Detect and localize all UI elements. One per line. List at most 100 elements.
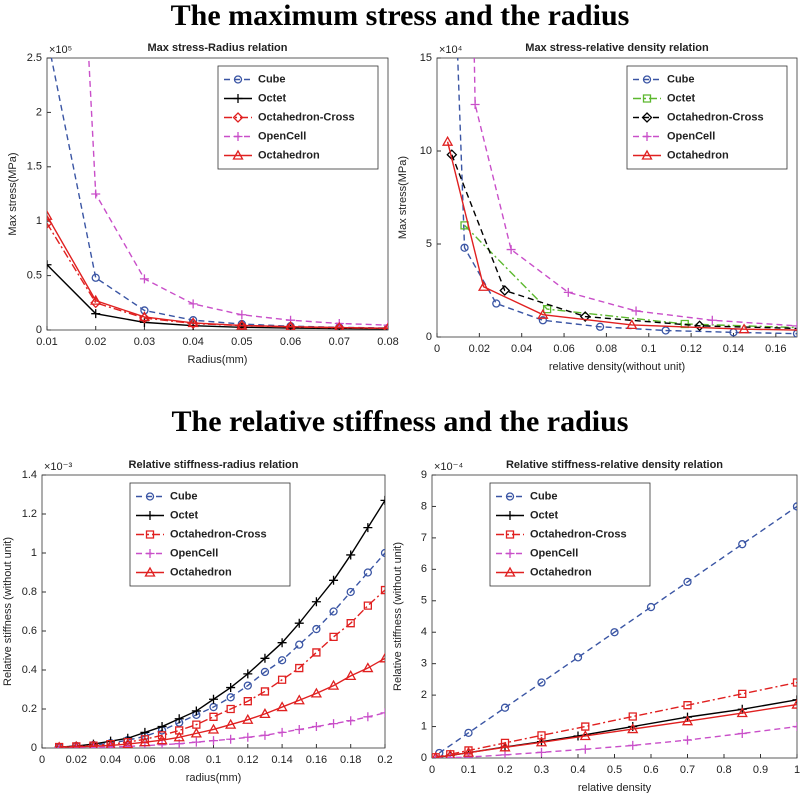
data-point xyxy=(791,698,797,709)
y-tick-label: 0.6 xyxy=(22,625,37,637)
series-layer xyxy=(47,58,388,330)
data-point xyxy=(462,746,475,757)
data-point xyxy=(500,703,510,712)
data-point xyxy=(792,695,797,705)
series-line xyxy=(457,58,797,335)
legend-marker xyxy=(233,94,243,103)
legend-marker xyxy=(505,492,515,501)
y-tick-label: 0 xyxy=(421,752,427,764)
legend-marker xyxy=(505,530,515,539)
legend-label: Octahedron-Cross xyxy=(667,111,764,123)
data-point xyxy=(277,675,287,684)
series-layer xyxy=(432,502,797,758)
data-point xyxy=(579,730,591,741)
y-tick-label: 15 xyxy=(420,52,432,64)
data-point xyxy=(226,734,236,744)
x-tick-label: 0 xyxy=(39,754,45,766)
x-axis-label: relative density(without unit) xyxy=(549,361,685,373)
data-point xyxy=(737,728,747,738)
data-point xyxy=(363,523,373,533)
data-point xyxy=(537,731,546,740)
y-tick-label: 2 xyxy=(421,689,427,701)
y-multiplier: ×10⁻⁴ xyxy=(434,461,463,473)
data-point xyxy=(311,597,321,607)
y-tick-label: 0.5 xyxy=(27,270,42,282)
data-point xyxy=(47,260,52,270)
x-tick-label: 0.2 xyxy=(497,764,512,776)
x-tick-label: 0.06 xyxy=(280,336,301,348)
y-axis-label: Max stress(MPa) xyxy=(7,152,19,235)
data-point xyxy=(595,322,605,331)
data-point xyxy=(225,718,237,729)
data-point xyxy=(792,502,797,511)
data-point xyxy=(464,728,473,737)
legend-label: Octet xyxy=(170,509,198,521)
data-point xyxy=(628,712,637,721)
legend-marker xyxy=(232,149,244,160)
data-point xyxy=(500,750,510,758)
legend-marker xyxy=(144,566,156,577)
legend-label: Octahedron xyxy=(667,149,729,161)
y-axis-label: Relative stiffness (without unit) xyxy=(2,537,14,686)
x-tick-label: 0.12 xyxy=(237,754,258,766)
legend-label: Octahedron xyxy=(258,149,320,161)
y-tick-label: 0 xyxy=(31,742,37,754)
x-tick-label: 0.1 xyxy=(641,343,656,355)
data-point xyxy=(226,704,235,714)
series-line xyxy=(47,264,388,330)
data-point xyxy=(736,707,748,718)
data-point xyxy=(327,679,340,690)
data-point xyxy=(738,689,747,699)
data-point xyxy=(89,740,98,748)
data-point xyxy=(729,328,738,337)
data-point xyxy=(382,322,388,330)
data-point xyxy=(363,568,373,577)
legend-label: Cube xyxy=(530,490,558,502)
data-point xyxy=(285,320,296,330)
x-tick-label: 0.05 xyxy=(231,336,252,348)
x-tick-label: 0.08 xyxy=(168,754,189,766)
x-tick-label: 0.1 xyxy=(461,764,476,776)
y-tick-label: 2.5 xyxy=(27,52,42,64)
data-point xyxy=(445,749,456,758)
y-multiplier: ×10⁻³ xyxy=(44,461,72,473)
series-line xyxy=(47,215,388,329)
x-tick-label: 0.4 xyxy=(570,764,585,776)
section-heading: The maximum stress and the radius xyxy=(171,0,630,32)
legend-marker xyxy=(145,492,155,501)
y-tick-label: 1.5 xyxy=(27,161,42,173)
data-point xyxy=(243,669,253,679)
legend-marker xyxy=(233,75,243,84)
data-point xyxy=(55,741,63,748)
legend-marker xyxy=(505,549,515,558)
data-point xyxy=(380,708,385,718)
data-point xyxy=(573,653,583,662)
legend-marker xyxy=(145,530,155,539)
x-tick-label: 0.8 xyxy=(716,764,731,776)
legend-label: OpenCell xyxy=(530,547,578,559)
legend-marker xyxy=(505,511,515,520)
y-tick-label: 0.8 xyxy=(22,586,37,598)
data-point xyxy=(192,720,201,729)
data-point xyxy=(329,575,339,585)
data-point xyxy=(294,724,304,734)
data-point xyxy=(91,309,101,319)
x-tick-label: 0.02 xyxy=(66,754,87,766)
series-line xyxy=(88,58,388,326)
legend-marker xyxy=(145,549,155,558)
data-point xyxy=(156,734,168,745)
data-point xyxy=(627,723,639,734)
data-point xyxy=(363,712,373,722)
data-point xyxy=(139,274,149,284)
data-point xyxy=(329,607,338,616)
data-point xyxy=(681,715,694,726)
data-point xyxy=(694,320,706,332)
x-tick-label: 0.02 xyxy=(85,336,106,348)
x-axis-label: Radius(mm) xyxy=(188,354,248,366)
legend-label: OpenCell xyxy=(258,130,306,142)
legend-label: OpenCell xyxy=(667,130,715,142)
legend-marker xyxy=(641,149,653,160)
data-point xyxy=(477,280,490,291)
data-point xyxy=(260,687,270,696)
